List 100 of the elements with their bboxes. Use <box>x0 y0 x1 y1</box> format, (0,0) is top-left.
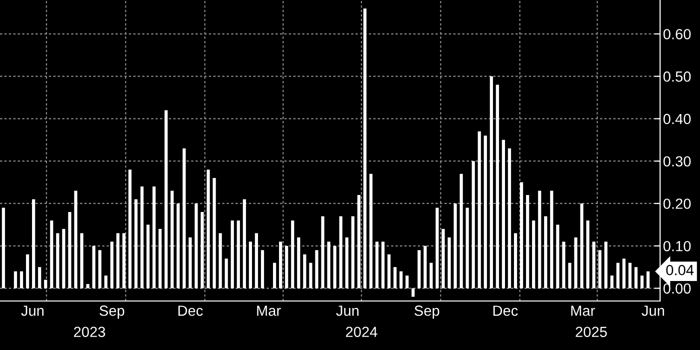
bar <box>556 224 560 288</box>
x-tick-label: Mar <box>257 306 281 316</box>
bar <box>381 242 385 288</box>
bar <box>400 271 403 288</box>
text: 0.40 <box>663 114 691 124</box>
bar <box>387 254 391 288</box>
bar <box>182 148 186 288</box>
bar <box>98 250 102 288</box>
bar <box>128 170 132 288</box>
bar <box>345 237 348 288</box>
data-label: 0.04 <box>666 264 694 276</box>
bar <box>134 199 138 288</box>
bar <box>200 212 204 288</box>
bar <box>104 276 108 288</box>
text: 0.30 <box>663 156 691 167</box>
bar <box>236 220 240 288</box>
bar <box>508 148 512 288</box>
bar <box>574 237 578 288</box>
x-tick-label: Jun <box>642 306 664 316</box>
bar <box>170 190 174 288</box>
bar <box>538 190 542 288</box>
text: 0.20 <box>663 198 691 209</box>
bar <box>351 216 354 288</box>
bar <box>279 242 282 288</box>
bar <box>327 242 330 288</box>
x-tick-label: Jun <box>336 306 359 316</box>
bar <box>502 140 506 288</box>
bar <box>62 228 66 288</box>
bar <box>242 199 246 288</box>
bar <box>412 288 415 297</box>
bar <box>393 267 397 288</box>
bar <box>158 228 162 288</box>
x-tick-label: Sep <box>100 306 124 319</box>
bar <box>442 228 445 288</box>
bar <box>230 220 234 288</box>
bar <box>460 174 463 288</box>
bar <box>321 216 324 288</box>
x-tick-label: Jun <box>21 306 44 316</box>
bar <box>532 220 536 288</box>
text: 0.60 <box>663 29 691 40</box>
bar <box>110 242 114 288</box>
bar <box>272 262 276 288</box>
bar <box>592 242 596 288</box>
bar <box>598 250 602 288</box>
bar <box>164 110 168 288</box>
bar <box>68 212 72 288</box>
bar <box>610 276 614 288</box>
bar <box>375 242 379 288</box>
bar <box>520 182 524 288</box>
bar <box>315 250 318 288</box>
bar <box>514 233 518 288</box>
bar <box>248 242 252 288</box>
bar <box>339 216 342 288</box>
bar <box>544 216 548 288</box>
bar <box>50 220 54 288</box>
bar <box>406 276 409 288</box>
x2-tick-label: 2025 <box>576 326 607 338</box>
bar <box>38 267 42 288</box>
bar <box>472 161 475 288</box>
bar <box>291 220 294 288</box>
bar <box>152 186 156 288</box>
bar <box>56 233 60 288</box>
bar <box>357 195 360 288</box>
bar <box>634 267 638 288</box>
bar <box>640 276 644 288</box>
bar <box>116 233 120 288</box>
bar <box>92 246 96 288</box>
bar <box>224 258 228 288</box>
bar <box>628 262 632 288</box>
bar <box>622 258 626 288</box>
bar <box>176 203 180 288</box>
bar <box>303 254 306 288</box>
x-tick-label: Dec <box>178 306 203 316</box>
text: 0.00 <box>663 283 691 294</box>
bar <box>430 262 433 288</box>
bar <box>285 246 288 288</box>
bar <box>254 233 258 288</box>
bar <box>369 174 372 288</box>
text: 0.10 <box>663 240 691 252</box>
bar <box>496 84 499 288</box>
bar <box>309 262 312 288</box>
bar <box>122 233 126 288</box>
bar <box>424 246 427 288</box>
bar <box>333 246 336 288</box>
bar <box>616 262 620 288</box>
bar <box>188 237 192 288</box>
x-tick-label: Mar <box>571 306 595 316</box>
bar <box>568 262 572 288</box>
bar <box>448 237 451 288</box>
x-tick-label: Dec <box>493 306 518 316</box>
bar <box>260 250 264 288</box>
bar <box>218 233 222 288</box>
bar <box>194 203 198 288</box>
bar <box>580 203 584 288</box>
bar <box>550 190 554 288</box>
bar <box>20 271 24 288</box>
bar <box>478 131 481 288</box>
bar <box>146 224 150 288</box>
bar <box>206 170 210 288</box>
bar <box>32 199 36 288</box>
